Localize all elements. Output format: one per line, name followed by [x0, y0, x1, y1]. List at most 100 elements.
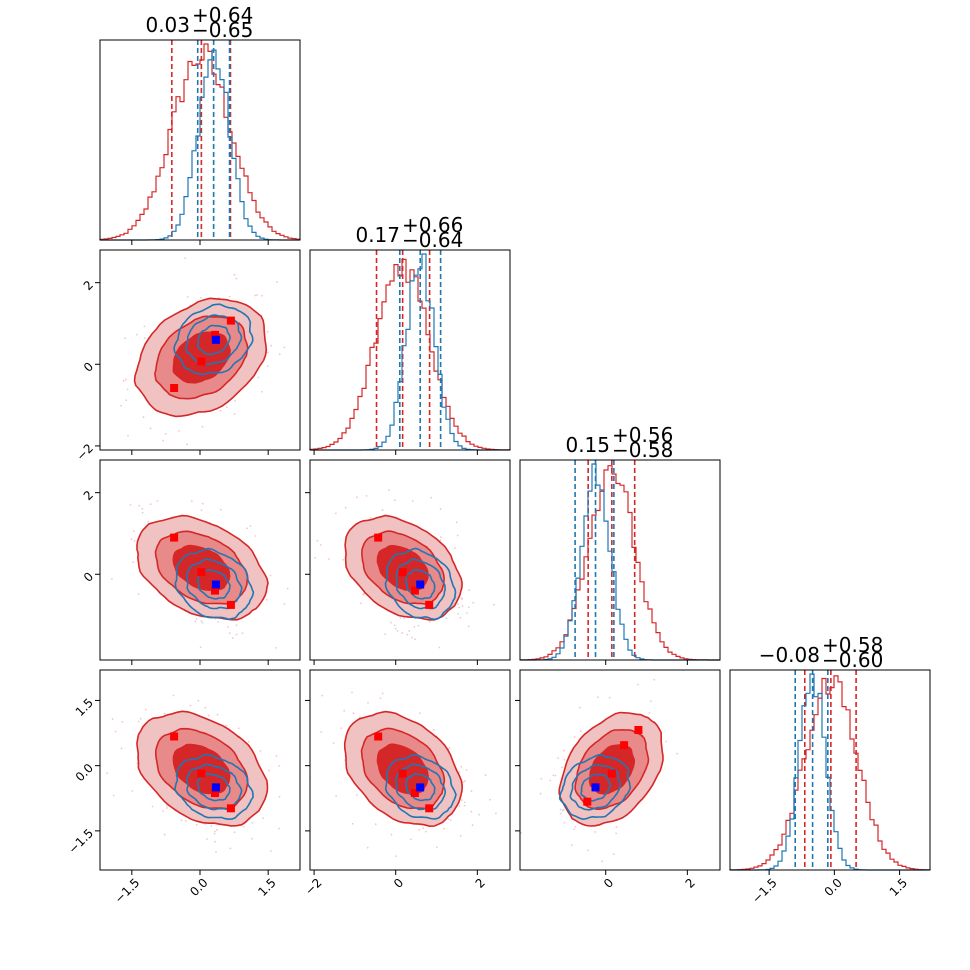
scatter-point	[72, 355, 74, 357]
marker-red	[425, 804, 434, 813]
contour-blue-1	[395, 558, 446, 610]
y-tick-label: 2	[81, 278, 96, 293]
scatter-point	[458, 771, 461, 774]
scatter-point	[332, 742, 335, 744]
scatter-point	[445, 617, 448, 620]
scatter-point	[351, 822, 354, 825]
scatter-point	[335, 795, 337, 797]
y-tick-label: 1.5	[73, 696, 96, 719]
marker-red	[226, 804, 235, 813]
scatter-point	[216, 713, 219, 716]
x-tick-label: 2	[473, 876, 488, 891]
scatter-point	[468, 589, 471, 592]
panel-frame-2-2	[519, 459, 721, 661]
scatter-point	[143, 337, 146, 340]
panel-frame-3-2	[519, 669, 721, 871]
scatter-point	[52, 549, 54, 551]
scatter-point	[460, 765, 463, 768]
scatter-point	[362, 592, 365, 595]
scatter-point	[137, 720, 140, 723]
scatter-point	[132, 561, 135, 564]
scatter-point	[342, 559, 345, 561]
scatter-point	[439, 539, 442, 542]
scatter-point	[200, 509, 203, 511]
panel-3-1	[310, 639, 497, 857]
scatter-point	[408, 630, 410, 632]
histogram-red-0	[99, 43, 301, 240]
panel-1-0	[72, 257, 305, 446]
contour-blue-1	[186, 558, 243, 610]
contour-blue-0	[174, 753, 254, 821]
scatter-point	[637, 683, 639, 686]
marker-red	[374, 732, 383, 741]
contour-blue-2	[196, 772, 231, 802]
scatter-point	[478, 813, 481, 816]
scatter-point	[463, 801, 466, 804]
scatter-point	[270, 344, 272, 347]
scatter-point	[130, 538, 133, 540]
scatter-point	[251, 821, 254, 824]
scatter-point	[267, 351, 269, 354]
scatter-point	[219, 409, 222, 412]
panel-frame-2-1	[309, 459, 511, 661]
panel-title-2: 0.15 +0.56−0.58	[565, 423, 673, 462]
scatter-point	[133, 540, 136, 542]
panel-2-0	[52, 500, 289, 649]
scatter-point	[228, 632, 231, 635]
scatter-point	[241, 632, 244, 635]
x-tick-label: −1.5	[112, 876, 143, 907]
scatter-point	[111, 718, 114, 721]
scatter-point	[336, 639, 338, 641]
panel-content-3-0	[106, 694, 281, 853]
scatter-point	[121, 721, 124, 723]
scatter-point	[200, 297, 203, 299]
scatter-point	[133, 530, 135, 533]
contour-blue-1	[395, 763, 447, 811]
scatter-point	[461, 605, 464, 607]
panel-frame-0-0	[99, 39, 301, 241]
scatter-point	[129, 504, 132, 506]
scatter-point	[163, 712, 166, 715]
scatter-point	[417, 624, 420, 627]
scatter-point	[351, 691, 353, 694]
scatter-point	[418, 828, 420, 831]
title-minus: −0.58	[612, 438, 673, 462]
scatter-point	[303, 338, 305, 340]
scatter-point	[185, 820, 187, 822]
scatter-point	[214, 830, 216, 833]
y-tick-label: 0	[81, 569, 96, 584]
scatter-point	[283, 346, 286, 349]
scatter-point	[186, 296, 189, 298]
histogram-2	[519, 460, 720, 661]
scatter-point	[235, 624, 238, 627]
contour-blue-2	[196, 324, 231, 356]
scatter-point	[464, 780, 466, 782]
panel-2-1	[314, 489, 495, 649]
title-plus: +0.56	[612, 423, 673, 447]
scatter-point	[246, 527, 249, 530]
x-tick-label: 0.0	[187, 876, 210, 899]
scatter-point	[124, 378, 127, 381]
x-tick-label: 0	[601, 876, 616, 891]
title-minus: −0.60	[822, 648, 883, 672]
scatter-point	[201, 425, 204, 428]
panel-content-2-1	[314, 489, 495, 649]
contour-blue-2	[580, 773, 612, 802]
scatter-point	[465, 612, 468, 614]
scatter-point	[189, 704, 192, 707]
scatter-point	[414, 638, 416, 641]
scatter-point	[557, 757, 559, 760]
marker-blue	[591, 783, 600, 792]
scatter-point	[422, 827, 425, 830]
marker-red	[583, 797, 592, 806]
scatter-point	[648, 712, 651, 714]
scatter-point	[268, 769, 270, 772]
scatter-point	[124, 337, 127, 340]
scatter-point	[396, 630, 399, 632]
title-minus: −0.65	[192, 18, 253, 42]
scatter-point	[439, 508, 442, 510]
contour-blue-1	[569, 764, 622, 811]
scatter-point	[457, 613, 459, 615]
scatter-point	[559, 812, 562, 815]
histogram-blue-2	[520, 463, 720, 661]
